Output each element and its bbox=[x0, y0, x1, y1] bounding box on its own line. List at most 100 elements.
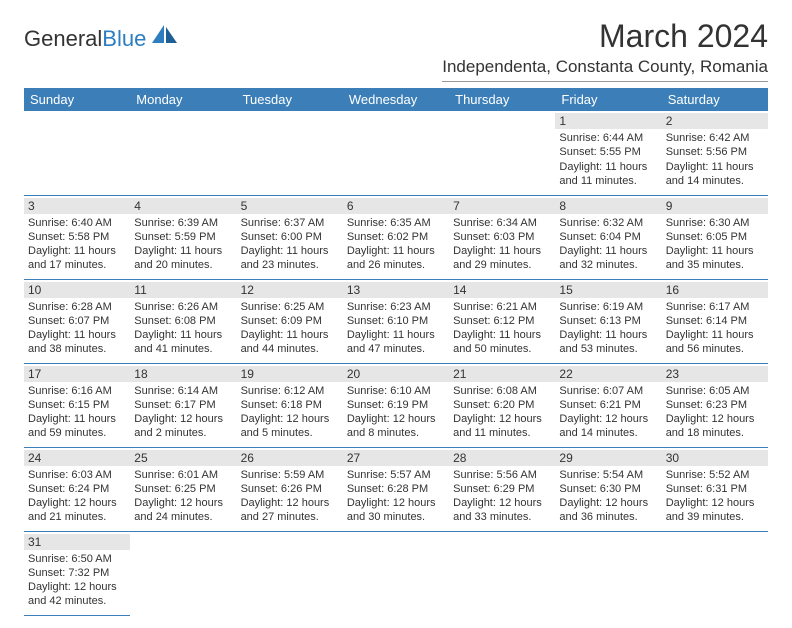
day-daylight1: Daylight: 12 hours bbox=[347, 496, 445, 510]
day-daylight1: Daylight: 11 hours bbox=[28, 244, 126, 258]
day-daylight1: Daylight: 12 hours bbox=[666, 412, 764, 426]
calendar-day-cell bbox=[24, 111, 130, 195]
day-number: 19 bbox=[237, 366, 343, 382]
day-sunrise: Sunrise: 6:01 AM bbox=[134, 468, 232, 482]
day-number: 29 bbox=[555, 450, 661, 466]
day-sunset: Sunset: 7:32 PM bbox=[28, 566, 126, 580]
calendar-day-cell: 3Sunrise: 6:40 AMSunset: 5:58 PMDaylight… bbox=[24, 195, 130, 279]
day-number: 25 bbox=[130, 450, 236, 466]
day-header: Sunday bbox=[24, 88, 130, 111]
day-header-row: Sunday Monday Tuesday Wednesday Thursday… bbox=[24, 88, 768, 111]
day-number: 22 bbox=[555, 366, 661, 382]
day-number bbox=[130, 113, 236, 129]
day-details: Sunrise: 6:44 AMSunset: 5:55 PMDaylight:… bbox=[559, 131, 657, 188]
day-daylight2: and 20 minutes. bbox=[134, 258, 232, 272]
day-daylight1: Daylight: 11 hours bbox=[453, 328, 551, 342]
calendar-day-cell: 14Sunrise: 6:21 AMSunset: 6:12 PMDayligh… bbox=[449, 279, 555, 363]
day-details: Sunrise: 6:03 AMSunset: 6:24 PMDaylight:… bbox=[28, 468, 126, 525]
day-sunset: Sunset: 6:03 PM bbox=[453, 230, 551, 244]
day-details: Sunrise: 6:05 AMSunset: 6:23 PMDaylight:… bbox=[666, 384, 764, 441]
day-number: 16 bbox=[662, 282, 768, 298]
calendar-day-cell: 23Sunrise: 6:05 AMSunset: 6:23 PMDayligh… bbox=[662, 363, 768, 447]
day-daylight1: Daylight: 11 hours bbox=[134, 244, 232, 258]
day-daylight2: and 38 minutes. bbox=[28, 342, 126, 356]
day-details: Sunrise: 6:01 AMSunset: 6:25 PMDaylight:… bbox=[134, 468, 232, 525]
day-sunset: Sunset: 6:02 PM bbox=[347, 230, 445, 244]
calendar-day-cell: 9Sunrise: 6:30 AMSunset: 6:05 PMDaylight… bbox=[662, 195, 768, 279]
day-sunset: Sunset: 6:20 PM bbox=[453, 398, 551, 412]
day-number bbox=[237, 534, 343, 550]
day-number: 6 bbox=[343, 198, 449, 214]
day-sunset: Sunset: 6:10 PM bbox=[347, 314, 445, 328]
day-daylight2: and 36 minutes. bbox=[559, 510, 657, 524]
day-daylight2: and 39 minutes. bbox=[666, 510, 764, 524]
day-sunrise: Sunrise: 6:50 AM bbox=[28, 552, 126, 566]
day-sunrise: Sunrise: 6:12 AM bbox=[241, 384, 339, 398]
day-daylight1: Daylight: 11 hours bbox=[28, 328, 126, 342]
day-sunset: Sunset: 6:04 PM bbox=[559, 230, 657, 244]
day-number: 14 bbox=[449, 282, 555, 298]
day-header: Monday bbox=[130, 88, 236, 111]
day-daylight1: Daylight: 11 hours bbox=[241, 244, 339, 258]
day-sunset: Sunset: 5:56 PM bbox=[666, 145, 764, 159]
calendar-week-row: 10Sunrise: 6:28 AMSunset: 6:07 PMDayligh… bbox=[24, 279, 768, 363]
day-sunrise: Sunrise: 6:32 AM bbox=[559, 216, 657, 230]
day-sunset: Sunset: 6:21 PM bbox=[559, 398, 657, 412]
day-number: 3 bbox=[24, 198, 130, 214]
day-sunset: Sunset: 6:09 PM bbox=[241, 314, 339, 328]
day-number bbox=[237, 113, 343, 129]
day-sunrise: Sunrise: 5:59 AM bbox=[241, 468, 339, 482]
calendar-day-cell: 29 Sunrise: 5:54 AMSunset: 6:30 PMDayligh… bbox=[555, 447, 661, 531]
day-sunrise: Sunrise: 6:05 AM bbox=[666, 384, 764, 398]
calendar-page: General Blue March 2024 Independenta, Co… bbox=[0, 0, 792, 628]
calendar-day-cell bbox=[343, 531, 449, 615]
day-sunrise: Sunrise: 6:39 AM bbox=[134, 216, 232, 230]
day-sunrise: Sunrise: 5:54 AM bbox=[559, 468, 657, 482]
calendar-day-cell bbox=[343, 111, 449, 195]
day-sunset: Sunset: 6:31 PM bbox=[666, 482, 764, 496]
day-number bbox=[449, 534, 555, 550]
day-number: 12 bbox=[237, 282, 343, 298]
day-daylight2: and 56 minutes. bbox=[666, 342, 764, 356]
day-details: Sunrise: 6:28 AMSunset: 6:07 PMDaylight:… bbox=[28, 300, 126, 357]
page-header: General Blue March 2024 Independenta, Co… bbox=[24, 18, 768, 82]
location-subtitle: Independenta, Constanta County, Romania bbox=[442, 57, 768, 82]
day-daylight2: and 30 minutes. bbox=[347, 510, 445, 524]
day-number bbox=[662, 534, 768, 550]
calendar-day-cell: 8Sunrise: 6:32 AMSunset: 6:04 PMDaylight… bbox=[555, 195, 661, 279]
day-details: Sunrise: 6:23 AMSunset: 6:10 PMDaylight:… bbox=[347, 300, 445, 357]
day-details: Sunrise: 6:16 AMSunset: 6:15 PMDaylight:… bbox=[28, 384, 126, 441]
day-daylight2: and 11 minutes. bbox=[559, 174, 657, 188]
day-details: Sunrise: 6:50 AMSunset: 7:32 PMDaylight:… bbox=[28, 552, 126, 609]
day-number: 2 bbox=[662, 113, 768, 129]
day-sunset: Sunset: 6:19 PM bbox=[347, 398, 445, 412]
day-number bbox=[24, 113, 130, 129]
calendar-day-cell: 10Sunrise: 6:28 AMSunset: 6:07 PMDayligh… bbox=[24, 279, 130, 363]
day-sunset: Sunset: 6:30 PM bbox=[559, 482, 657, 496]
day-daylight1: Daylight: 12 hours bbox=[241, 412, 339, 426]
day-daylight2: and 27 minutes. bbox=[241, 510, 339, 524]
day-daylight2: and 53 minutes. bbox=[559, 342, 657, 356]
month-title: March 2024 bbox=[442, 18, 768, 55]
calendar-day-cell: 31Sunrise: 6:50 AMSunset: 7:32 PMDayligh… bbox=[24, 531, 130, 615]
calendar-day-cell bbox=[237, 111, 343, 195]
day-number: 18 bbox=[130, 366, 236, 382]
day-daylight2: and 24 minutes. bbox=[134, 510, 232, 524]
day-details: Sunrise: 6:12 AMSunset: 6:18 PMDaylight:… bbox=[241, 384, 339, 441]
day-number bbox=[449, 113, 555, 129]
day-details: Sunrise: 6:17 AMSunset: 6:14 PMDaylight:… bbox=[666, 300, 764, 357]
day-number: 7 bbox=[449, 198, 555, 214]
day-daylight2: and 33 minutes. bbox=[453, 510, 551, 524]
day-daylight1: Daylight: 11 hours bbox=[347, 328, 445, 342]
day-daylight1: Daylight: 11 hours bbox=[559, 160, 657, 174]
calendar-day-cell: 27Sunrise: 5:57 AMSunset: 6:28 PMDayligh… bbox=[343, 447, 449, 531]
calendar-week-row: 24 Sunrise: 6:03 AMSunset: 6:24 PMDayligh… bbox=[24, 447, 768, 531]
day-number bbox=[555, 534, 661, 550]
day-number: 24 bbox=[24, 450, 130, 466]
day-sunset: Sunset: 6:17 PM bbox=[134, 398, 232, 412]
day-daylight1: Daylight: 12 hours bbox=[666, 496, 764, 510]
day-details: Sunrise: 5:54 AMSunset: 6:30 PMDaylight:… bbox=[559, 468, 657, 525]
day-daylight1: Daylight: 11 hours bbox=[347, 244, 445, 258]
day-number: 8 bbox=[555, 198, 661, 214]
day-header: Friday bbox=[555, 88, 661, 111]
